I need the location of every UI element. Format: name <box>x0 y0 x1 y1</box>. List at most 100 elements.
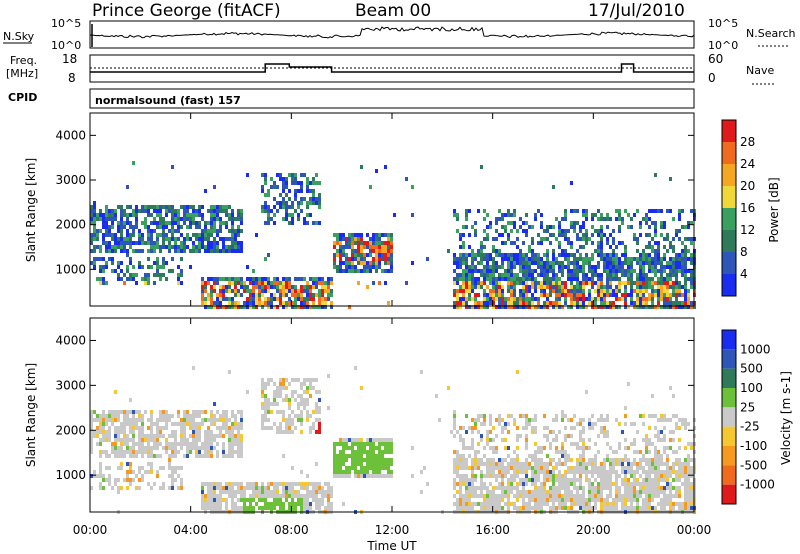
heatmap-cell <box>453 426 456 430</box>
heatmap-cell <box>282 430 285 434</box>
heatmap-cell <box>483 265 486 269</box>
heatmap-cell <box>123 450 126 454</box>
heatmap-cell <box>606 213 609 217</box>
heatmap-cell <box>468 209 471 213</box>
heatmap-cell <box>504 253 507 257</box>
heatmap-cell <box>237 490 240 494</box>
heatmap-cell <box>606 430 609 434</box>
heatmap-cell <box>546 297 549 301</box>
heatmap-cell <box>522 462 525 466</box>
heatmap-cell <box>102 217 105 221</box>
heatmap-cell <box>462 245 465 249</box>
heatmap-cell <box>159 434 162 438</box>
heatmap-cell <box>486 474 489 478</box>
heatmap-cell <box>219 305 222 309</box>
heatmap-cell <box>240 414 243 418</box>
heatmap-cell <box>618 257 621 261</box>
heatmap-cell <box>465 498 468 502</box>
heatmap-cell <box>198 446 201 450</box>
heatmap-cell <box>495 418 498 422</box>
heatmap-cell <box>252 486 255 490</box>
heatmap-cell <box>204 434 207 438</box>
heatmap-cell <box>615 265 618 269</box>
heatmap-cell <box>468 297 471 301</box>
heatmap-cell <box>375 446 378 450</box>
heatmap-cell <box>129 277 132 281</box>
heatmap-cell <box>546 257 549 261</box>
heatmap-cell <box>609 289 612 293</box>
heatmap-cell <box>525 305 528 309</box>
heatmap-cell <box>255 486 258 490</box>
heatmap-cell <box>579 225 582 229</box>
heatmap-cell <box>654 414 657 418</box>
heatmap-cell <box>519 261 522 265</box>
heatmap-cell <box>147 446 150 450</box>
heatmap-cell <box>636 285 639 289</box>
heatmap-cell <box>492 466 495 470</box>
heatmap-cell <box>615 269 618 273</box>
nave-tick-1: 60 <box>708 52 723 66</box>
heatmap-cell <box>627 458 630 462</box>
heatmap-cell <box>102 257 105 261</box>
heatmap-cell <box>273 490 276 494</box>
heatmap-cell <box>303 402 306 406</box>
heatmap-cell <box>294 293 297 297</box>
heatmap-cell <box>354 265 357 269</box>
heatmap-cell <box>483 462 486 466</box>
heatmap-cell <box>183 237 186 241</box>
heatmap-cell <box>522 478 525 482</box>
heatmap-cell <box>300 189 303 193</box>
heatmap-cell <box>606 506 609 510</box>
heatmap-cell <box>606 305 609 309</box>
heatmap-cell <box>654 446 657 450</box>
heatmap-cell <box>654 482 657 486</box>
heatmap-cell <box>120 277 123 281</box>
heatmap-cell <box>225 498 228 502</box>
heatmap-cell <box>234 414 237 418</box>
heatmap-cell <box>663 269 666 273</box>
heatmap-cell <box>213 502 216 506</box>
heatmap-cell <box>294 189 297 193</box>
heatmap-cell <box>525 273 528 277</box>
heatmap-cell <box>210 438 213 442</box>
heatmap-cell <box>387 446 390 450</box>
heatmap-cell <box>363 265 366 269</box>
heatmap-cell <box>195 237 198 241</box>
heatmap-cell <box>555 446 558 450</box>
heatmap-cell <box>192 438 195 442</box>
heatmap-cell <box>615 494 618 498</box>
heatmap-cell <box>666 297 669 301</box>
heatmap-cell <box>360 474 363 478</box>
heatmap-cell <box>318 482 321 486</box>
colorbar-tick-label: 4 <box>740 267 748 281</box>
heatmap-cell <box>678 301 681 305</box>
heatmap-cell <box>231 410 234 414</box>
heatmap-cell <box>678 281 681 285</box>
heatmap-cell <box>525 277 528 281</box>
heatmap-cell <box>609 245 612 249</box>
heatmap-cell <box>453 458 456 462</box>
heatmap-cell <box>183 426 186 430</box>
heatmap-cell <box>600 502 603 506</box>
heatmap-cell <box>687 293 690 297</box>
heatmap-cell <box>465 253 468 257</box>
heatmap-cell <box>678 490 681 494</box>
heatmap-cell <box>198 213 201 217</box>
heatmap-cell <box>186 233 189 237</box>
heatmap-cell <box>201 237 204 241</box>
heatmap-cell <box>360 165 363 169</box>
heatmap-cell <box>210 498 213 502</box>
heatmap-cell <box>570 281 573 285</box>
heatmap-cell <box>483 502 486 506</box>
heatmap-cell <box>549 498 552 502</box>
heatmap-cell <box>291 201 294 205</box>
colorbar-tick-label: 25 <box>740 400 755 414</box>
heatmap-cell <box>609 233 612 237</box>
heatmap-cell <box>636 466 639 470</box>
heatmap-cell <box>285 285 288 289</box>
heatmap-cell <box>273 297 276 301</box>
heatmap-cell <box>516 257 519 261</box>
heatmap-cell <box>654 273 657 277</box>
heatmap-cell <box>192 241 195 245</box>
heatmap-cell <box>474 221 477 225</box>
